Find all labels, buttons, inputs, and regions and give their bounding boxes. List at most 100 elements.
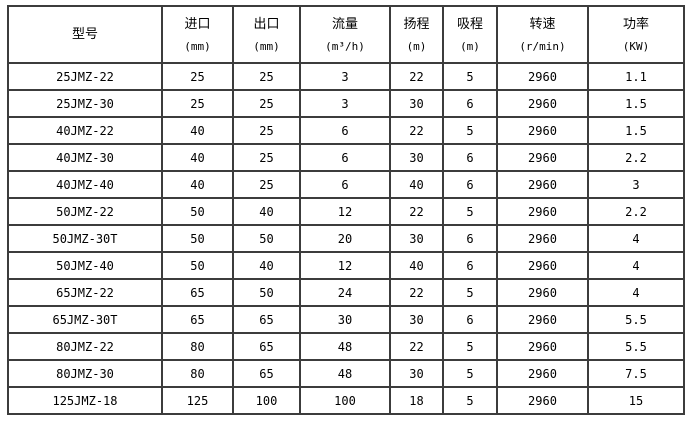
value-cell-head: 30 [389, 143, 444, 172]
value-cell-power: 4 [587, 278, 685, 307]
column-unit: (KW) [622, 39, 650, 53]
value-cell-speed: 2960 [496, 359, 589, 388]
column-unit: (m) [460, 39, 480, 53]
value-cell-inlet: 65 [161, 305, 234, 334]
model-cell: 25JMZ-22 [7, 62, 163, 91]
value-cell-head: 22 [389, 116, 444, 145]
value-cell-flow: 30 [299, 305, 391, 334]
value-cell-speed: 2960 [496, 89, 589, 118]
value-cell-suction: 6 [442, 143, 498, 172]
value-cell-speed: 2960 [496, 197, 589, 226]
model-cell: 65JMZ-30T [7, 305, 163, 334]
value-cell-power: 1.5 [587, 89, 685, 118]
model-cell: 50JMZ-30T [7, 224, 163, 253]
value-cell-flow: 24 [299, 278, 391, 307]
value-cell-suction: 6 [442, 89, 498, 118]
value-cell-outlet: 25 [232, 170, 301, 199]
value-cell-power: 1.5 [587, 116, 685, 145]
table-row: 50JMZ-30T 50 50 20 30 6 2960 4 [7, 224, 685, 253]
table-row: 40JMZ-22 40 25 6 22 5 2960 1.5 [7, 116, 685, 145]
value-cell-speed: 2960 [496, 170, 589, 199]
column-header-outlet: 出口 (mm) [232, 5, 301, 64]
value-cell-inlet: 40 [161, 170, 234, 199]
model-cell: 80JMZ-22 [7, 332, 163, 361]
value-cell-outlet: 40 [232, 251, 301, 280]
table-row: 25JMZ-22 25 25 3 22 5 2960 1.1 [7, 62, 685, 91]
model-cell: 40JMZ-40 [7, 170, 163, 199]
column-label: 吸程 [456, 16, 483, 32]
table-row: 80JMZ-30 80 65 48 30 5 2960 7.5 [7, 359, 685, 388]
value-cell-power: 2.2 [587, 143, 685, 172]
column-header-speed: 转速 (r/min) [496, 5, 589, 64]
value-cell-suction: 5 [442, 116, 498, 145]
value-cell-speed: 2960 [496, 143, 589, 172]
value-cell-head: 40 [389, 170, 444, 199]
value-cell-inlet: 40 [161, 143, 234, 172]
value-cell-suction: 5 [442, 386, 498, 415]
column-label: 型号 [71, 27, 98, 42]
value-cell-outlet: 25 [232, 116, 301, 145]
column-unit: (r/min) [519, 39, 566, 53]
table-row: 40JMZ-30 40 25 6 30 6 2960 2.2 [7, 143, 685, 172]
value-cell-inlet: 80 [161, 332, 234, 361]
value-cell-power: 5.5 [587, 305, 685, 334]
value-cell-flow: 20 [299, 224, 391, 253]
column-header-power: 功率 (KW) [587, 5, 685, 64]
column-header-inlet: 进口 (mm) [161, 5, 234, 64]
value-cell-power: 1.1 [587, 62, 685, 91]
table-row: 80JMZ-22 80 65 48 22 5 2960 5.5 [7, 332, 685, 361]
column-label: 转速 [529, 16, 556, 32]
model-cell: 40JMZ-22 [7, 116, 163, 145]
model-cell: 40JMZ-30 [7, 143, 163, 172]
value-cell-head: 22 [389, 62, 444, 91]
value-cell-outlet: 50 [232, 278, 301, 307]
value-cell-outlet: 40 [232, 197, 301, 226]
column-header-flow: 流量 (m³/h) [299, 5, 391, 64]
column-label: 扬程 [403, 16, 430, 32]
table-row: 50JMZ-22 50 40 12 22 5 2960 2.2 [7, 197, 685, 226]
value-cell-outlet: 65 [232, 305, 301, 334]
table-body: 25JMZ-22 25 25 3 22 5 2960 1.1 25JMZ-30 25 25 3 30 6 2… [7, 62, 685, 415]
value-cell-speed: 2960 [496, 116, 589, 145]
value-cell-outlet: 50 [232, 224, 301, 253]
value-cell-flow: 6 [299, 143, 391, 172]
value-cell-suction: 6 [442, 305, 498, 334]
value-cell-suction: 6 [442, 224, 498, 253]
value-cell-inlet: 25 [161, 62, 234, 91]
column-label: 流量 [331, 16, 358, 32]
value-cell-speed: 2960 [496, 251, 589, 280]
value-cell-inlet: 40 [161, 116, 234, 145]
value-cell-speed: 2960 [496, 386, 589, 415]
table-row: 125JMZ-18 125 100 100 18 5 2960 15 [7, 386, 685, 415]
value-cell-flow: 48 [299, 359, 391, 388]
model-cell: 50JMZ-22 [7, 197, 163, 226]
value-cell-power: 4 [587, 251, 685, 280]
model-cell: 80JMZ-30 [7, 359, 163, 388]
value-cell-head: 40 [389, 251, 444, 280]
table-row: 65JMZ-30T 65 65 30 30 6 2960 5.5 [7, 305, 685, 334]
value-cell-inlet: 25 [161, 89, 234, 118]
value-cell-flow: 6 [299, 170, 391, 199]
column-header-model: 型号 [7, 5, 163, 64]
value-cell-outlet: 25 [232, 89, 301, 118]
value-cell-speed: 2960 [496, 62, 589, 91]
model-cell: 65JMZ-22 [7, 278, 163, 307]
value-cell-suction: 6 [442, 251, 498, 280]
table-row: 40JMZ-40 40 25 6 40 6 2960 3 [7, 170, 685, 199]
value-cell-outlet: 25 [232, 143, 301, 172]
column-unit: (mm) [184, 39, 211, 53]
value-cell-head: 22 [389, 197, 444, 226]
value-cell-speed: 2960 [496, 224, 589, 253]
value-cell-inlet: 50 [161, 197, 234, 226]
model-cell: 25JMZ-30 [7, 89, 163, 118]
column-label: 功率 [622, 16, 649, 32]
value-cell-flow: 6 [299, 116, 391, 145]
value-cell-power: 15 [587, 386, 685, 415]
column-label: 进口 [184, 16, 211, 32]
column-header-head: 扬程 (m) [389, 5, 444, 64]
value-cell-power: 4 [587, 224, 685, 253]
value-cell-power: 2.2 [587, 197, 685, 226]
value-cell-outlet: 65 [232, 359, 301, 388]
value-cell-speed: 2960 [496, 305, 589, 334]
value-cell-head: 22 [389, 278, 444, 307]
